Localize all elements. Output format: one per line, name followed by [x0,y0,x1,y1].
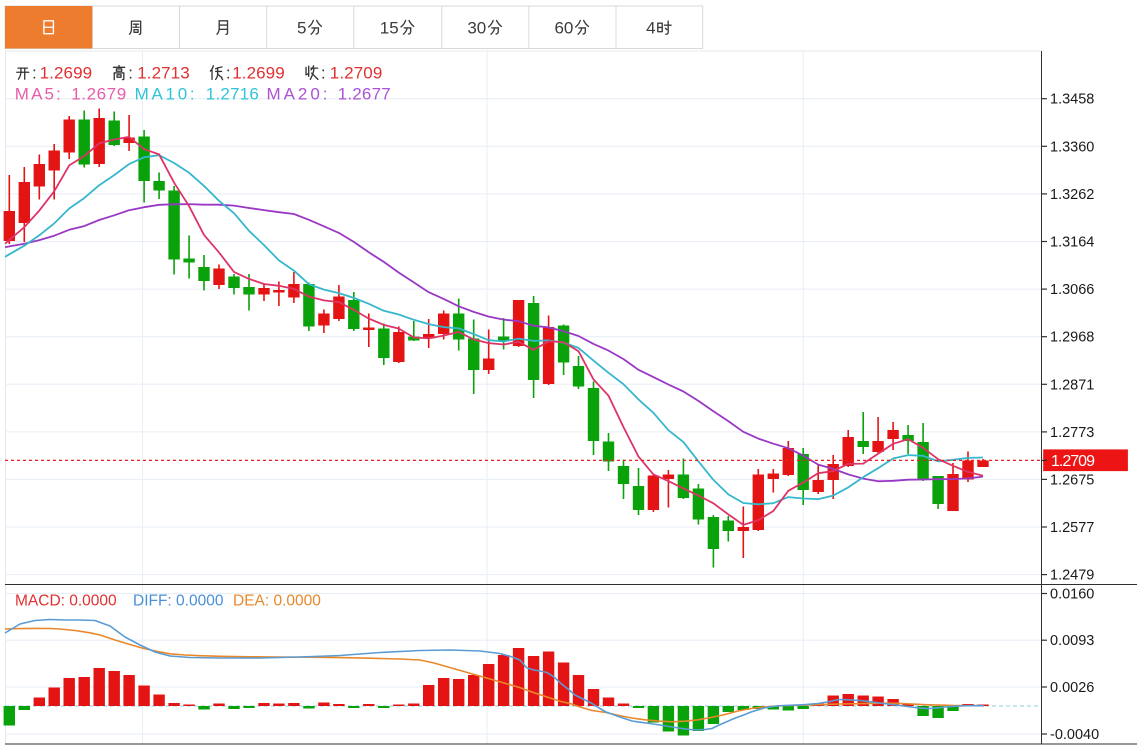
svg-text:MA10:: MA10: [135,85,195,104]
svg-text::: : [226,64,231,83]
svg-text:1.2679: 1.2679 [71,85,126,104]
svg-text:1.3458: 1.3458 [1050,92,1094,108]
svg-text:1.3360: 1.3360 [1050,139,1094,155]
svg-text:1.2709: 1.2709 [1051,453,1095,470]
svg-text:1.3164: 1.3164 [1050,235,1094,251]
svg-text:-0.0040: -0.0040 [1050,727,1099,743]
svg-text:MA5:: MA5: [15,85,61,104]
svg-text:0.0026: 0.0026 [1050,680,1094,696]
svg-text:5: 5 [297,18,306,37]
svg-text:1.2699: 1.2699 [232,64,285,83]
svg-text:1.2968: 1.2968 [1050,330,1094,346]
svg-text:0.0093: 0.0093 [1050,633,1094,649]
svg-text:MACD: 0.0000: MACD: 0.0000 [15,593,117,610]
svg-text:1.2675: 1.2675 [1050,472,1094,488]
svg-text:0.0160: 0.0160 [1050,587,1094,603]
svg-text:1.2713: 1.2713 [137,64,190,83]
svg-text:1.3066: 1.3066 [1050,282,1094,298]
svg-text::: : [32,64,37,83]
svg-text:4: 4 [646,18,655,37]
svg-text:1.2479: 1.2479 [1050,568,1094,584]
svg-text:1.2871: 1.2871 [1050,377,1094,393]
svg-text:1.2716: 1.2716 [206,85,259,104]
svg-text:1.3262: 1.3262 [1050,187,1094,203]
svg-text:1.2699: 1.2699 [40,64,93,83]
svg-text::: : [128,64,133,83]
svg-text:15: 15 [380,18,399,37]
svg-text:DIFF: 0.0000: DIFF: 0.0000 [133,593,224,610]
svg-text::: : [321,64,326,83]
svg-text:1.2709: 1.2709 [330,64,383,83]
svg-text:DEA: 0.0000: DEA: 0.0000 [233,593,321,610]
svg-text:30: 30 [467,18,486,37]
svg-text:60: 60 [554,18,573,37]
svg-text:1.2577: 1.2577 [1050,520,1094,536]
svg-text:MA20:: MA20: [267,85,328,104]
svg-text:1.2677: 1.2677 [338,85,391,104]
svg-text:1.2773: 1.2773 [1050,425,1094,441]
